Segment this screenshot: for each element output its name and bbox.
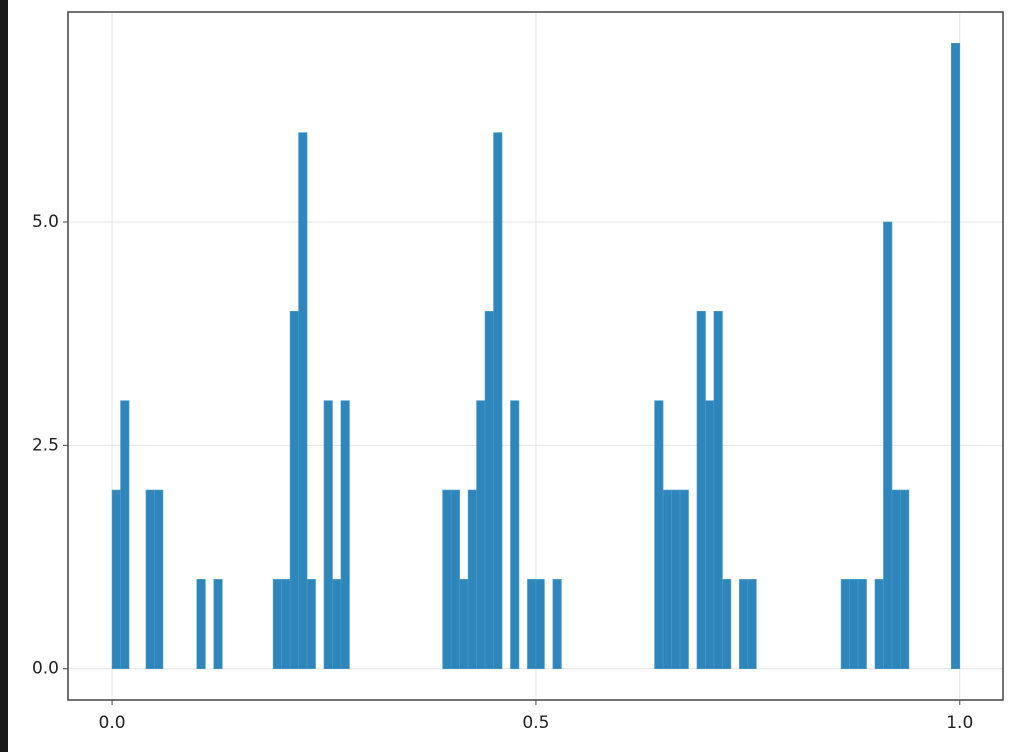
- bar: [281, 579, 291, 670]
- bar: [705, 400, 715, 670]
- bar: [535, 579, 545, 670]
- bar: [713, 311, 723, 670]
- bar: [442, 489, 452, 670]
- bar: [476, 400, 486, 670]
- x-tick-label: 1.0: [946, 713, 973, 733]
- bar: [450, 489, 460, 670]
- bar: [696, 311, 706, 670]
- bar: [662, 489, 672, 670]
- bar: [883, 221, 893, 670]
- bar: [306, 579, 316, 670]
- x-tick-label: 0.0: [99, 713, 126, 733]
- bar: [747, 579, 757, 670]
- bar: [857, 579, 867, 670]
- bar: [527, 579, 537, 670]
- bar: [891, 489, 901, 670]
- x-tick-label: 0.5: [522, 713, 549, 733]
- bar: [552, 579, 562, 670]
- y-tick-label: 5.0: [32, 212, 59, 232]
- bar: [722, 579, 732, 670]
- bar: [467, 489, 477, 670]
- bar: [196, 579, 206, 670]
- screen-edge: [0, 0, 8, 752]
- bar: [739, 579, 749, 670]
- bars: [111, 42, 961, 670]
- tick-labels: 0.0 0.5 1.0 0.0 2.5 5.0: [32, 212, 973, 733]
- y-tick-label: 2.5: [32, 435, 59, 455]
- bar: [332, 579, 342, 670]
- bar: [323, 400, 333, 670]
- bar: [484, 311, 494, 670]
- bar: [213, 579, 223, 670]
- bar: [459, 579, 469, 670]
- bar: [654, 400, 664, 670]
- bar: [272, 579, 282, 670]
- bar: [849, 579, 859, 670]
- bar: [950, 42, 961, 670]
- bar: [510, 400, 520, 670]
- bar: [900, 489, 910, 670]
- bar: [840, 579, 850, 670]
- bar: [298, 132, 308, 670]
- bar: [493, 132, 503, 670]
- bar: [120, 400, 130, 670]
- bar: [145, 489, 155, 670]
- bar: [679, 489, 689, 670]
- bar: [671, 489, 681, 670]
- bar: [154, 489, 164, 670]
- y-tick-label: 0.0: [32, 659, 59, 679]
- bar: [111, 489, 121, 670]
- bar: [874, 579, 884, 670]
- bar: [289, 311, 299, 670]
- bar: [340, 400, 350, 670]
